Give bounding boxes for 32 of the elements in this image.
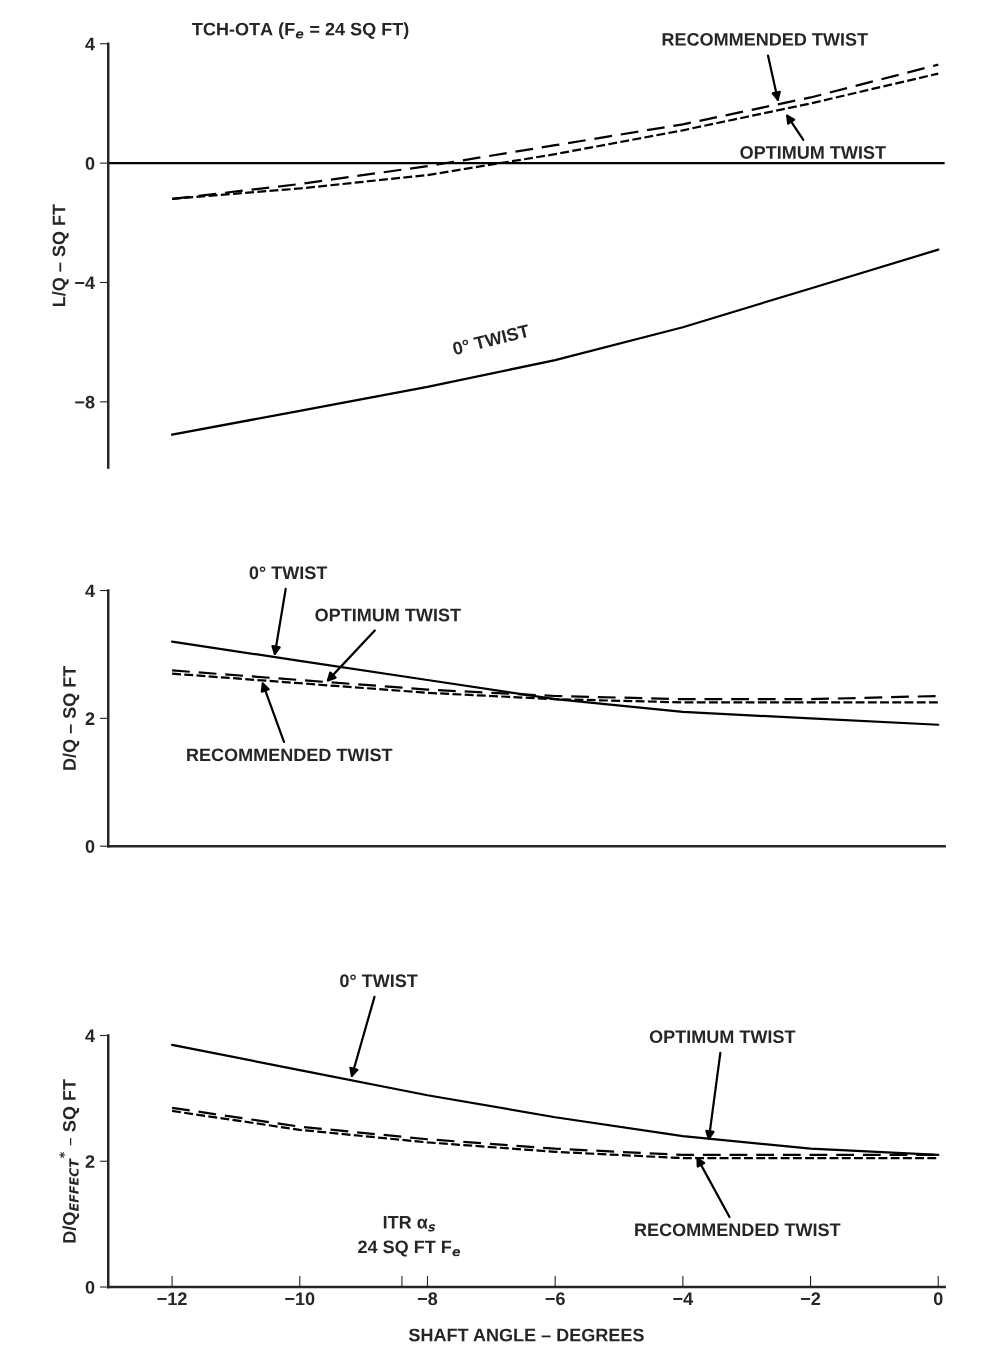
chart-title: TCH-OTA (F$_{e}$ = 24 SQ FT) [192,22,409,40]
y-tick-label: 2 [85,712,95,725]
y-tick-label: 0 [85,1280,95,1294]
annotation: RECOMMENDED TWIST [635,1223,841,1237]
annotation: OPTIMUM TWIST [740,146,886,159]
y-tick-label: 2 [85,1155,95,1168]
x-tick-label: −2 [801,1292,821,1305]
y-tick-label: 0 [85,157,95,170]
y-axis-title: L/Q – SQ FT [52,204,69,307]
annotation: 0° TWIST [452,324,531,356]
y-tick-label: −4 [75,276,95,290]
y-tick-label: 4 [85,37,95,51]
annotation: ITR α$_{s}$ 24 SQ FT F$_{e}$ [358,1215,461,1257]
x-tick-label: −12 [157,1292,187,1305]
y-tick-label: 4 [85,1029,95,1043]
annotation: RECOMMENDED TWIST [187,748,393,762]
x-tick-label: 0 [933,1292,943,1306]
y-axis-title: D/Q$_{EFFECT}$$^{*}$ – SQ FT [59,1079,80,1243]
x-tick-label: −6 [545,1292,565,1306]
y-axis-title: D/Q – SQ FT [62,665,80,770]
x-tick-label: −8 [417,1292,438,1306]
x-tick-label: −10 [285,1292,315,1306]
y-tick-label: −8 [75,395,95,409]
annotation: RECOMMENDED TWIST [662,32,868,46]
annotation: 0° TWIST [340,974,418,988]
y-tick-label: 4 [85,584,95,598]
y-tick-label: 0 [85,840,95,853]
annotation: OPTIMUM TWIST [315,608,461,622]
x-tick-label: −4 [673,1292,694,1305]
annotation: 0° TWIST [249,566,328,580]
x-axis-title: SHAFT ANGLE – DEGREES [408,1328,644,1342]
annotation: OPTIMUM TWIST [649,1030,796,1044]
